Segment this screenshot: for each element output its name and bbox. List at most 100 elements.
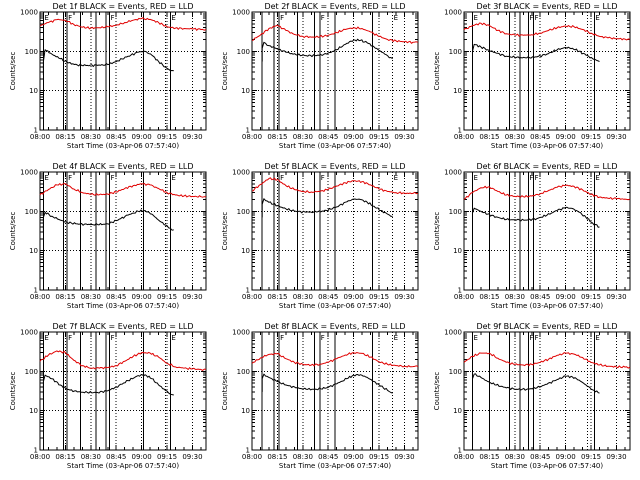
panel-title: Det 7f BLACK = Events, RED = LLD — [52, 322, 193, 331]
detector-panel-6: Det 6f BLACK = Events, RED = LLD 08:00 08:… — [433, 162, 631, 310]
time-marker-label: E — [473, 14, 477, 22]
time-marker-label: E — [44, 14, 48, 22]
time-marker-label: F — [280, 334, 284, 342]
x-tick-label: 08:30 — [505, 293, 525, 301]
plot-frame — [39, 11, 207, 131]
time-marker-label: F — [280, 174, 284, 182]
y-axis-label: Counts/sec — [433, 52, 441, 91]
x-tick-label: 09:30 — [606, 453, 626, 461]
x-axis-label: Start Time (03-Apr-06 07:57:40) — [279, 302, 391, 310]
x-tick-label: 09:30 — [606, 293, 626, 301]
x-tick-label: 08:45 — [106, 293, 126, 301]
time-marker-label: F — [68, 174, 72, 182]
y-tick-label: 100 — [25, 368, 38, 376]
events-series-line — [42, 49, 174, 75]
y-tick-label: 10 — [29, 247, 38, 255]
events-series-line — [42, 374, 174, 398]
x-tick-label: 09:00 — [556, 293, 576, 301]
detector-panel-2: Det 2f BLACK = Events, RED = LLD 08:00 08:… — [221, 2, 419, 150]
time-marker-label: E — [473, 174, 477, 182]
y-tick-label: 10 — [453, 407, 462, 415]
y-tick-label: 1000 — [444, 169, 462, 177]
detector-panel-5: Det 5f BLACK = Events, RED = LLD 08:00 08:… — [221, 162, 419, 310]
time-marker-label: E — [394, 14, 398, 22]
y-tick-label: 100 — [237, 368, 250, 376]
y-axis-label: Counts/sec — [221, 212, 229, 251]
lld-series-line — [463, 184, 631, 201]
x-tick-label: 09:30 — [394, 133, 414, 141]
x-tick-label: 08:15 — [479, 293, 499, 301]
panel-title: Det 8f BLACK = Events, RED = LLD — [264, 322, 405, 331]
x-tick-label: 09:30 — [182, 453, 202, 461]
y-tick-label: 10 — [29, 87, 38, 95]
panel-title: Det 5f BLACK = Events, RED = LLD — [264, 162, 405, 171]
x-tick-label: 08:00 — [242, 133, 262, 141]
x-tick-label: 08:30 — [505, 133, 525, 141]
x-tick-label: 09:30 — [182, 293, 202, 301]
x-tick-label: 08:15 — [55, 133, 75, 141]
x-tick-label: 09:15 — [369, 453, 389, 461]
x-tick-label: 08:00 — [30, 133, 50, 141]
y-tick-label: 1 — [458, 447, 462, 455]
x-axis-label: Start Time (03-Apr-06 07:57:40) — [67, 142, 179, 150]
y-axis-label: Counts/sec — [9, 372, 17, 411]
x-tick-label: 09:00 — [344, 453, 364, 461]
y-tick-label: 10 — [29, 407, 38, 415]
x-axis-label: Start Time (03-Apr-06 07:57:40) — [279, 462, 391, 470]
y-axis-label: Counts/sec — [9, 212, 17, 251]
x-tick-label: 09:15 — [157, 453, 177, 461]
y-tick-label: 1000 — [444, 9, 462, 17]
x-tick-label: 09:00 — [344, 133, 364, 141]
panel-title: Det 4f BLACK = Events, RED = LLD — [52, 162, 193, 171]
y-tick-label: 100 — [449, 48, 462, 56]
x-axis-label: Start Time (03-Apr-06 07:57:40) — [67, 302, 179, 310]
y-tick-label: 1000 — [20, 169, 38, 177]
events-series-line — [472, 43, 600, 65]
x-axis-label: Start Time (03-Apr-06 07:57:40) — [491, 302, 603, 310]
plot-frame — [463, 11, 631, 131]
x-tick-label: 08:15 — [267, 453, 287, 461]
x-tick-label: 08:45 — [318, 293, 338, 301]
time-marker-label: F — [529, 174, 533, 182]
detector-panel-4: Det 4f BLACK = Events, RED = LLD 08:00 08:… — [9, 162, 207, 310]
time-marker-label: E — [595, 334, 599, 342]
x-tick-label: 08:15 — [267, 133, 287, 141]
time-marker-label: F — [68, 334, 72, 342]
x-tick-label: 09:15 — [157, 133, 177, 141]
x-tick-label: 08:00 — [454, 133, 474, 141]
y-tick-label: 1 — [458, 127, 462, 135]
y-axis-label: Counts/sec — [9, 52, 17, 91]
time-marker-label: F — [529, 14, 533, 22]
plot-frame — [39, 171, 207, 291]
y-tick-label: 10 — [241, 247, 250, 255]
lld-series-line — [463, 22, 631, 41]
x-tick-label: 08:30 — [505, 453, 525, 461]
y-tick-label: 1 — [34, 287, 38, 295]
panel-title: Det 2f BLACK = Events, RED = LLD — [264, 2, 405, 11]
y-tick-label: 1 — [246, 287, 250, 295]
y-tick-label: 1 — [458, 287, 462, 295]
events-series-line — [261, 38, 393, 62]
x-tick-label: 08:45 — [530, 293, 550, 301]
y-axis-label: Counts/sec — [433, 372, 441, 411]
events-series-line — [472, 206, 600, 228]
y-tick-label: 1 — [246, 127, 250, 135]
lld-series-line — [39, 17, 207, 31]
panel-title: Det 3f BLACK = Events, RED = LLD — [476, 2, 617, 11]
lld-series-line — [251, 177, 419, 195]
x-tick-label: 09:15 — [581, 133, 601, 141]
time-marker-label: E — [595, 174, 599, 182]
y-tick-label: 1000 — [444, 329, 462, 337]
x-tick-label: 08:15 — [479, 133, 499, 141]
x-tick-label: 08:45 — [530, 453, 550, 461]
time-marker-label: F — [280, 14, 284, 22]
panel-title: Det 1f BLACK = Events, RED = LLD — [52, 2, 193, 11]
x-tick-label: 09:00 — [132, 453, 152, 461]
time-marker-label: E — [473, 334, 477, 342]
plot-frame — [39, 331, 207, 451]
detector-panel-1: Det 1f BLACK = Events, RED = LLD 08:00 08:… — [9, 2, 207, 150]
panel-title: Det 9f BLACK = Events, RED = LLD — [476, 322, 617, 331]
time-marker-label: F — [110, 14, 114, 22]
y-tick-label: 1000 — [232, 9, 250, 17]
